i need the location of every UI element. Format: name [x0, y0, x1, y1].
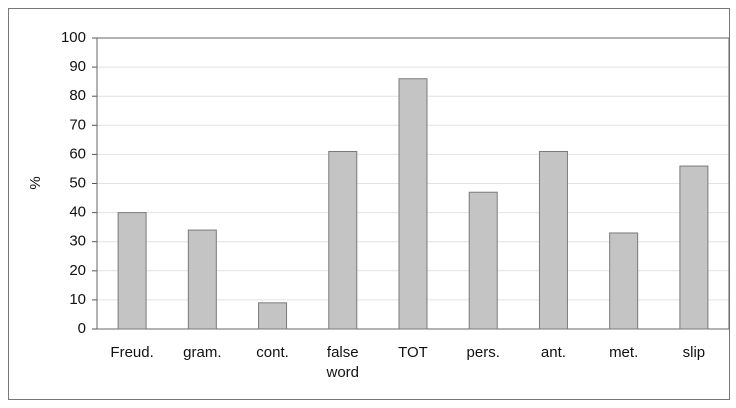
chart-frame	[8, 8, 730, 400]
bar	[117, 212, 147, 330]
y-tick-label: 80	[69, 87, 86, 104]
bar	[679, 165, 709, 330]
bar	[258, 302, 288, 330]
y-tick-label: 60	[69, 145, 86, 162]
x-tick-label: slip	[682, 344, 706, 361]
bar	[609, 232, 639, 330]
x-tick-label: Freud.	[110, 344, 154, 361]
y-tick-label: 70	[69, 116, 86, 133]
bar	[468, 191, 498, 330]
y-tick-label: 90	[69, 58, 86, 75]
bar	[187, 229, 217, 330]
bar	[328, 150, 358, 330]
y-axis-label: %	[27, 176, 44, 189]
y-tick-label: 0	[78, 320, 86, 337]
x-tick-label: cont.	[256, 344, 289, 361]
bar	[398, 78, 428, 330]
y-tick-label: 30	[69, 233, 86, 250]
x-tick-label: met.	[609, 344, 639, 361]
y-tick-label: 40	[69, 204, 86, 221]
bar	[538, 150, 568, 330]
x-tick-label: pers.	[466, 344, 500, 361]
x-tick-label: false word	[326, 344, 360, 381]
y-tick-label: 50	[69, 174, 86, 191]
x-tick-label: gram.	[183, 344, 222, 361]
y-tick-label: 20	[69, 262, 86, 279]
x-tick-label: TOT	[398, 344, 428, 361]
y-tick-label: 100	[61, 29, 86, 46]
x-tick-label: ant.	[540, 344, 566, 361]
y-tick-label: 10	[69, 291, 86, 308]
